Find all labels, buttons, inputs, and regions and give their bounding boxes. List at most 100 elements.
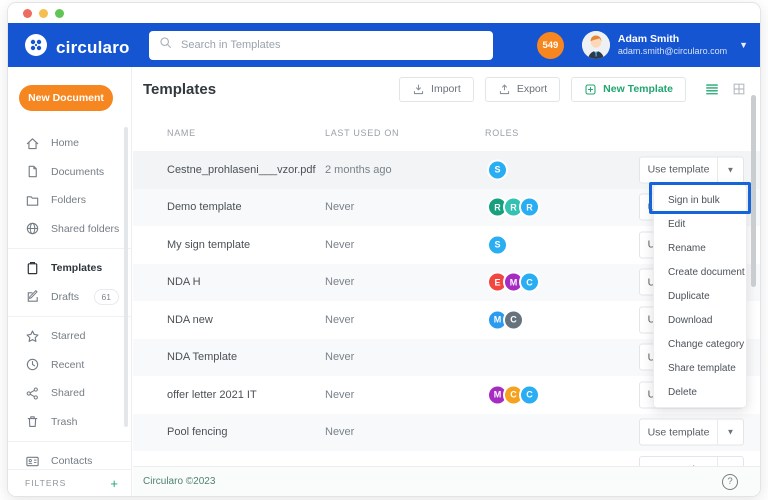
menu-item-change-category[interactable]: Change category [654,332,746,356]
table-row-partial[interactable]: Use template▼ [133,451,760,466]
role-badge: C [519,384,540,406]
column-header-name: NAME [167,128,196,138]
sidebar-item-label: Home [51,137,80,150]
sidebar-item-shared-folders[interactable]: Shared folders [8,215,131,244]
share-icon [25,386,40,401]
drafts-icon [25,289,40,304]
window-close-button[interactable] [23,8,32,18]
template-name: NDA Template [167,351,238,364]
import-icon [413,84,424,94]
column-header-last-used: LAST USED ON [325,128,400,138]
table-row[interactable]: Cestne_prohlaseni___vzor.pdf 2 months ago… [133,151,760,189]
import-button[interactable]: Import [399,76,474,102]
role-badge: R [519,196,540,218]
last-used-value: Never [325,388,355,401]
new-document-button[interactable]: New Document [19,85,113,111]
contacts-icon [25,454,40,469]
sidebar-item-label: Starred [51,330,86,343]
column-header-roles: ROLES [485,128,520,138]
last-used-value: Never [325,351,355,364]
user-info: Adam Smith adam.smith@circularo.com [618,33,727,57]
last-used-value: Never [325,276,355,289]
template-name: Demo template [167,201,242,214]
copyright-text: Circularo ©2023 [143,476,216,487]
notification-badge[interactable]: 549 [536,31,564,59]
menu-item-download[interactable]: Download [654,308,746,332]
circularo-logo-icon [24,33,48,62]
sidebar-item-label: Trash [51,415,78,428]
user-avatar[interactable] [581,31,610,59]
use-template-button[interactable]: Use template ▼ [639,156,744,184]
last-used-value: Never [325,313,355,326]
export-button[interactable]: Export [484,76,561,102]
sidebar-item-label: Shared [51,387,85,400]
help-icon[interactable]: ? [722,473,738,490]
window-minimize-button[interactable] [39,8,48,18]
last-used-value: Never [325,426,355,439]
window-titlebar [8,3,760,23]
folder-icon [25,193,40,208]
sidebar-item-trash[interactable]: Trash [8,408,131,437]
sidebar-divider [8,316,131,317]
sidebar-item-folders[interactable]: Folders [8,186,131,215]
menu-item-sign-in-bulk[interactable]: Sign in bulk [654,188,746,212]
sidebar: New Document Home Documents Folders Shared … [8,67,132,496]
add-filter-button[interactable]: + [110,475,118,491]
footer: Circularo ©2023 ? [133,466,760,496]
role-badge: C [503,309,524,331]
sidebar-item-documents[interactable]: Documents [8,158,131,187]
list-view-icon[interactable] [705,82,719,96]
menu-item-rename[interactable]: Rename [654,236,746,260]
use-template-chevron-down-icon[interactable]: ▼ [717,457,743,466]
sidebar-item-label: Drafts [51,290,80,303]
table-header: NAME LAST USED ON ROLES [133,111,760,151]
sidebar-item-drafts[interactable]: Drafts 61 [8,283,131,312]
grid-view-icon[interactable] [732,82,746,96]
menu-item-delete[interactable]: Delete [654,380,746,404]
search-bar [149,30,493,60]
sidebar-item-label: Folders [51,194,87,207]
menu-item-share-template[interactable]: Share template [654,356,746,380]
sidebar-item-label: Contacts [51,455,93,468]
drafts-count-badge: 61 [93,288,119,305]
user-menu-chevron-down-icon[interactable]: ▼ [739,40,748,50]
sidebar-item-shared[interactable]: Shared [8,379,131,408]
use-template-chevron-down-icon[interactable]: ▼ [717,419,743,445]
filters-label: FILTERS [25,478,67,488]
template-name: My sign template [167,238,251,251]
use-template-button[interactable]: Use template▼ [639,456,744,466]
menu-item-create-document[interactable]: Create document [654,260,746,284]
use-template-button[interactable]: Use template▼ [639,418,744,446]
new-template-button[interactable]: New Template [571,76,686,102]
sidebar-nav: Home Documents Folders Shared folders Templa… [8,129,131,476]
template-name: NDA H [167,276,201,289]
sidebar-item-home[interactable]: Home [8,129,131,158]
view-toggle [705,82,746,96]
sidebar-divider [8,248,131,249]
use-template-label: Use template [647,163,710,176]
menu-item-edit[interactable]: Edit [654,212,746,236]
menu-item-duplicate[interactable]: Duplicate [654,284,746,308]
use-template-chevron-down-icon[interactable]: ▼ [717,157,743,183]
window-zoom-button[interactable] [55,8,64,18]
sidebar-item-label: Documents [51,165,105,178]
role-badge: S [487,159,508,181]
sidebar-item-templates[interactable]: Templates [8,254,131,283]
toolbar: Templates Import Export New Template [133,67,760,111]
search-input[interactable] [181,39,483,51]
sidebar-item-label: Templates [51,262,103,275]
sidebar-scrollbar[interactable] [124,127,128,427]
sidebar-item-contacts[interactable]: Contacts [8,447,131,476]
filters-bar: FILTERS + [8,469,131,496]
table-row[interactable]: Pool fencing Never Use template ▼ [133,413,760,451]
template-name: NDA new [167,313,213,326]
sidebar-item-recent[interactable]: Recent [8,351,131,380]
plus-square-icon [585,84,596,94]
main-scrollbar[interactable] [751,95,756,287]
globe-icon [25,221,40,236]
sidebar-item-starred[interactable]: Starred [8,322,131,351]
